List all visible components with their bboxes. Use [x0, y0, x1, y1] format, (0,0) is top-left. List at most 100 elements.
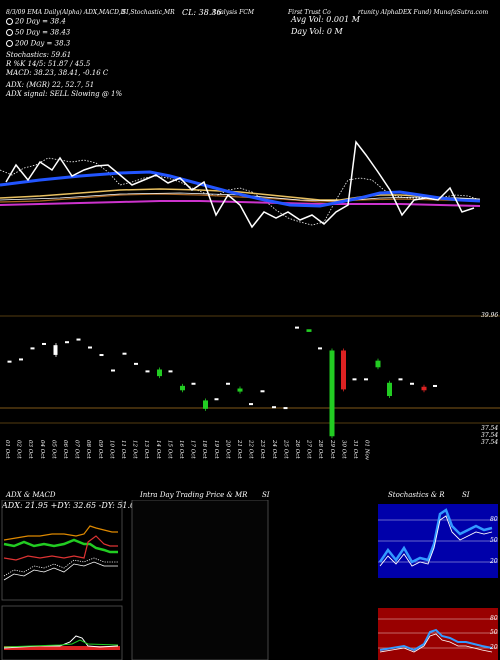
x-axis-label: 07 Oct: [74, 440, 80, 459]
candlestick-chart: 01 Oct 02 Oct 03 Oct 04 Oct 05 Oct 06 Oct 07 O…: [0, 315, 500, 461]
stoch-level-20: 20: [490, 558, 498, 565]
x-axis-label: 29 Oct: [329, 439, 335, 459]
x-axis-label: 15 Oct: [166, 440, 172, 459]
candle: [99, 354, 104, 357]
x-axis-label: 31 Oct: [352, 440, 358, 459]
x-axis-label: 24 Oct: [271, 439, 277, 459]
x-axis-label: 25 Oct: [282, 439, 288, 459]
candle: [295, 326, 299, 329]
candle: [226, 382, 230, 385]
candle: [260, 390, 265, 393]
x-axis-label: 30 Oct: [340, 440, 346, 459]
macd-value: MACD: 38.23, 38.41, -0.16 C: [6, 69, 109, 77]
x-axis-label: 08 Oct: [85, 440, 91, 459]
x-axis-label: 18 Oct: [201, 440, 207, 459]
macd-panel-frame: [1, 605, 123, 660]
x-axis-label: 27 Oct: [306, 439, 312, 459]
stoch-panel-si: SI: [462, 491, 470, 499]
candle: [122, 352, 127, 355]
candle: [134, 362, 138, 365]
candle: [19, 358, 23, 361]
x-axis-label: 04 Oct: [39, 440, 45, 459]
candle: [76, 338, 81, 341]
x-axis-label: 14 Oct: [155, 440, 161, 459]
candle: [53, 345, 58, 355]
candle: [249, 403, 253, 406]
price-line: [5, 140, 475, 229]
legend-dot-icon: [6, 40, 13, 47]
mr-panel-bg: [378, 608, 498, 660]
adx-panel-title: ADX & MACD: [6, 491, 56, 499]
candle: [283, 407, 288, 410]
adx-value: ADX: (MGR) 22, 52.7, 51: [6, 81, 95, 89]
ema50-legend: 50 Day = 38.43: [6, 29, 70, 37]
x-axis-label: 03 Oct: [27, 440, 33, 459]
candles-group: [7, 326, 437, 439]
intraday-panel-title: Intra Day Trading Price & MR: [140, 491, 248, 499]
x-axis-label: 11 Oct: [120, 440, 126, 459]
candle: [214, 398, 219, 401]
header-company-right: rtunity AlphaDEX Fund) MunafaSutra.com: [358, 9, 489, 16]
x-axis-label: 20 Oct: [224, 439, 230, 459]
x-axis-label: 12 Oct: [132, 440, 138, 459]
adx-signal: ADX signal: SELL Slowing @ 1%: [6, 90, 123, 98]
stoch-level-50: 50: [490, 537, 498, 544]
ema200-line: [0, 200, 481, 207]
x-axis-label: 19 Oct: [213, 440, 219, 459]
candle: [272, 406, 276, 409]
candle: [398, 378, 403, 381]
header-company-left: First Trust Co: [288, 9, 331, 16]
ema-chart: [0, 140, 481, 229]
header-analysis: Analysis FCM: [212, 9, 254, 16]
ema20-line: [0, 170, 481, 208]
x-axis-label: 01 Nov: [364, 440, 370, 461]
x-axis-label: 23 Oct: [259, 439, 265, 459]
x-axis-label: 09 Oct: [97, 440, 103, 459]
legend-dot-icon: [6, 29, 13, 36]
candle: [306, 329, 312, 332]
candle: [352, 378, 357, 381]
price-axis-bottom-1: 37.54: [481, 425, 499, 432]
avg-volume: Avg Vol: 0.001 M: [291, 15, 360, 24]
stoch-panel-title: Stochastics & R: [388, 491, 445, 499]
candle: [42, 342, 46, 345]
candle: [65, 341, 69, 344]
x-axis-label: 01 Oct: [4, 440, 10, 459]
adx-panel-values: ADX: 21.95 +DY: 32.65 -DY: 51.02: [2, 501, 141, 510]
x-axis-label: 13 Oct: [143, 440, 149, 459]
x-axis-label: 02 Oct: [16, 440, 22, 459]
stochastics-value: Stochastics: 59.61: [6, 51, 72, 59]
candle: [433, 384, 437, 387]
candle: [145, 370, 150, 373]
stochastic-dotted-line: [0, 157, 481, 226]
adx-panel-frame: [1, 500, 123, 601]
header-close-price: CL: 38.36: [182, 8, 222, 17]
intraday-panel-frame: [131, 500, 269, 660]
mr-level-20: 20: [490, 644, 498, 651]
candle: [88, 346, 92, 349]
x-axis-label: 05 Oct: [50, 440, 56, 459]
candle: [364, 378, 368, 381]
intraday-panel-si: SI: [262, 491, 270, 499]
x-axis-labels: 01 Oct 02 Oct 03 Oct 04 Oct 05 Oct 06 Oct 07 O…: [4, 439, 370, 461]
price-axis-bottom-3: 37.54: [481, 439, 499, 446]
price-axis-bottom-2: 37.54: [481, 432, 499, 439]
header-symbol: 8/3/09 EMA Daily(Alpha) ADX,MACD,B: [6, 9, 126, 16]
candle: [410, 382, 414, 385]
candle: [318, 347, 322, 350]
mr-level-80: 80: [490, 615, 498, 622]
legend-dot-icon: [6, 18, 13, 25]
candle: [7, 360, 12, 363]
candle: [30, 347, 35, 350]
x-axis-label: 06 Oct: [62, 440, 68, 459]
x-axis-label: 10 Oct: [108, 440, 114, 459]
x-axis-label: 17 Oct: [190, 440, 196, 459]
x-axis-label: 28 Oct: [317, 439, 323, 459]
price-axis-top: 39.96: [481, 312, 499, 319]
x-axis-label: 21 Oct: [236, 439, 242, 459]
day-volume: Day Vol: 0 M: [291, 27, 343, 36]
ema200-legend: 200 Day = 38.3: [6, 40, 70, 48]
mr-level-50: 50: [490, 629, 498, 636]
candle: [111, 369, 115, 372]
stochastics-k: R %K 14/5: 51.87 / 45.5: [6, 60, 91, 68]
